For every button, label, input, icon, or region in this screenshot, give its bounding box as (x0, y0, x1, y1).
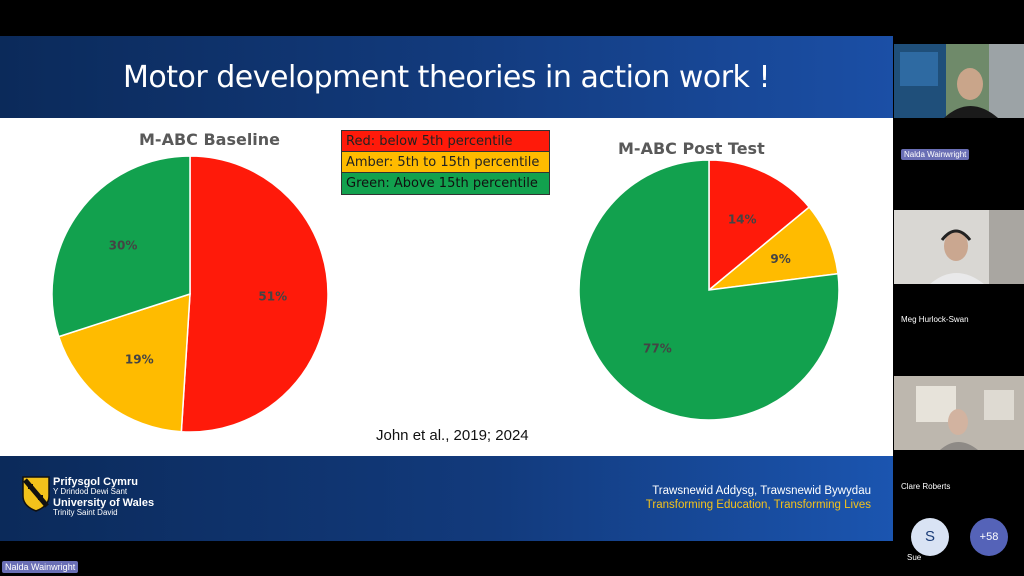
post-test-label-green: 77% (643, 342, 672, 356)
baseline-label-red: 51% (258, 290, 287, 304)
citation: John et al., 2019; 2024 (376, 427, 529, 444)
slide-header: Motor development theories in action wor… (0, 36, 893, 118)
video-feed-3 (894, 376, 1024, 450)
post-test-label-red: 14% (728, 212, 757, 226)
logo-line-2: Y Drindod Dewi Sant (53, 487, 128, 497)
tagline-welsh: Trawsnewid Addysg, Trawsnewid Bywydau (652, 485, 871, 497)
video-tile-participant-3[interactable] (894, 376, 1024, 450)
video-tile-participant-1[interactable] (894, 44, 1024, 118)
more-participants-button[interactable]: +58 (970, 518, 1008, 556)
baseline-slice-red (180, 155, 329, 433)
post-test-label-amber: 9% (770, 252, 790, 266)
chart-legend: Red: below 5th percentile Amber: 5th to … (341, 130, 550, 195)
video-feed-1 (894, 44, 1024, 118)
pie-chart-post-test: 14% 9% 77% (578, 159, 840, 421)
slide-title: Motor development theories in action wor… (123, 60, 770, 95)
baseline-slice-green (51, 155, 191, 338)
logo-line-3: University of Wales (53, 496, 155, 509)
university-logo-text: Prifysgol Cymru Y Drindod Dewi Sant Univ… (53, 476, 154, 518)
pie-chart-baseline: 51% 19% 30% (51, 155, 329, 433)
video-feed-2 (894, 210, 1024, 284)
participant-name-2: Meg Hurlock-Swan (901, 315, 969, 324)
slide-footer (0, 456, 893, 541)
post-test-slice-green (578, 159, 840, 421)
post-test-slice-red (708, 159, 811, 292)
participant-name-1: Nalda Wainwright (901, 149, 970, 160)
participant-name-3: Clare Roberts (901, 482, 951, 491)
participant-avatar-name: Sue (907, 553, 922, 562)
presenter-name-badge: Nalda Wainwright (2, 561, 79, 573)
baseline-slice-amber (57, 292, 191, 433)
legend-green: Green: Above 15th percentile (342, 173, 549, 194)
legend-amber: Amber: 5th to 15th percentile (342, 152, 549, 173)
university-crest-icon (22, 476, 50, 512)
logo-line-4: Trinity Saint David (53, 507, 118, 517)
logo-line-1: Prifysgol Cymru (53, 476, 138, 488)
legend-red: Red: below 5th percentile (342, 131, 549, 152)
video-tile-participant-2[interactable] (894, 210, 1024, 284)
chart-title-baseline: M-ABC Baseline (139, 130, 281, 149)
baseline-label-green: 30% (109, 238, 138, 252)
chart-title-post-test: M-ABC Post Test (618, 139, 765, 158)
shared-slide: Motor development theories in action wor… (0, 36, 893, 541)
participant-avatar[interactable]: S (911, 518, 949, 556)
tagline-english: Transforming Education, Transforming Liv… (645, 499, 871, 511)
baseline-label-amber: 19% (125, 352, 154, 366)
